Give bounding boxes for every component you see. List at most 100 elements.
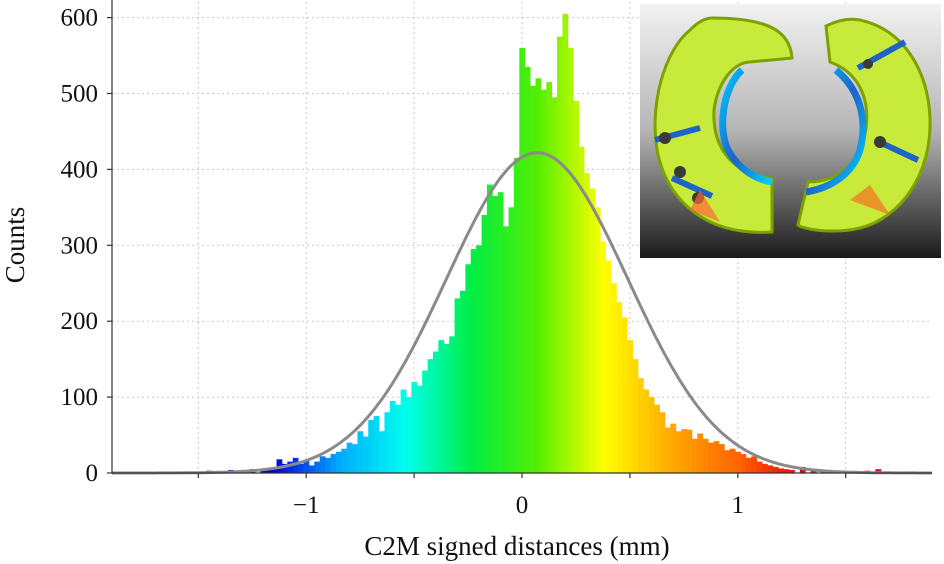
histogram-bar bbox=[600, 241, 607, 473]
histogram-bar bbox=[281, 463, 288, 473]
histogram-bar bbox=[303, 460, 310, 473]
histogram-bar bbox=[346, 442, 353, 473]
histogram-bar bbox=[767, 465, 774, 473]
histogram-bar bbox=[384, 412, 391, 473]
histogram-bar bbox=[292, 457, 299, 473]
x-tick-label: 0 bbox=[516, 492, 529, 519]
histogram-bar bbox=[740, 454, 747, 473]
histogram-bar bbox=[708, 442, 714, 473]
histogram-bar bbox=[691, 438, 698, 473]
histogram-bar bbox=[465, 264, 472, 473]
y-tick-label: 300 bbox=[61, 232, 99, 259]
histogram-bar bbox=[373, 416, 380, 473]
histogram-bar bbox=[659, 412, 666, 473]
histogram-bar bbox=[697, 433, 704, 473]
histogram-bar bbox=[675, 431, 682, 473]
histogram-bar bbox=[411, 381, 418, 473]
histogram-bar bbox=[627, 340, 633, 473]
histogram-bar bbox=[486, 184, 493, 473]
histogram-bar bbox=[416, 385, 423, 473]
histogram-bar bbox=[497, 192, 504, 473]
histogram-bar bbox=[379, 431, 385, 473]
histogram-bar bbox=[729, 448, 736, 473]
histogram-bar bbox=[325, 457, 331, 473]
histogram-bar bbox=[271, 469, 277, 473]
histogram-bar bbox=[605, 260, 612, 473]
histogram-bar bbox=[422, 370, 428, 473]
histogram-bar bbox=[557, 36, 563, 473]
histogram-bar bbox=[783, 469, 790, 473]
gaussian-fit-curve bbox=[112, 151, 932, 475]
histogram-bar bbox=[621, 317, 628, 473]
histogram-bar bbox=[551, 97, 558, 473]
histogram-bar bbox=[616, 302, 623, 473]
histogram-bar bbox=[724, 450, 731, 473]
y-tick-label: 200 bbox=[61, 308, 99, 335]
histogram-bar bbox=[648, 397, 655, 473]
histogram-bar bbox=[664, 427, 671, 473]
x-tick-label: 1 bbox=[732, 492, 745, 519]
inset-left-groove bbox=[719, 67, 773, 186]
histogram-bar bbox=[670, 423, 677, 473]
histogram-bar bbox=[632, 359, 639, 473]
histogram-bar bbox=[713, 441, 720, 473]
histogram-bar bbox=[584, 173, 590, 473]
y-tick-label: 500 bbox=[61, 80, 99, 107]
histogram-bar bbox=[540, 89, 547, 474]
histogram-bar bbox=[395, 404, 402, 473]
x-tick-label: −1 bbox=[293, 492, 320, 519]
histogram-bar bbox=[718, 444, 725, 473]
histogram-bar bbox=[357, 431, 364, 473]
histogram-bar bbox=[735, 451, 741, 473]
histogram-bar bbox=[513, 158, 520, 474]
histogram-bar bbox=[352, 444, 358, 473]
histogram-bar bbox=[389, 400, 396, 473]
histogram-bar bbox=[875, 469, 882, 473]
histogram-bar bbox=[524, 66, 531, 473]
histogram-bar bbox=[573, 101, 580, 473]
histogram-bar bbox=[459, 290, 466, 473]
histogram-bar bbox=[265, 468, 272, 473]
histogram-bar bbox=[330, 454, 337, 473]
histogram-bar bbox=[681, 428, 687, 473]
histogram-bar bbox=[589, 188, 596, 474]
y-tick-label: 400 bbox=[61, 156, 99, 183]
histogram-bar bbox=[298, 463, 304, 473]
histogram-bar bbox=[503, 226, 509, 473]
histogram-bar bbox=[454, 298, 461, 473]
histogram-bar bbox=[438, 340, 445, 473]
histogram-bar bbox=[637, 378, 644, 473]
histogram-bar bbox=[567, 47, 574, 474]
histogram-bar bbox=[508, 207, 515, 473]
histogram-bar bbox=[611, 283, 617, 473]
y-axis-title: Counts bbox=[0, 207, 30, 284]
histogram-bar bbox=[756, 461, 763, 473]
histogram-bar bbox=[319, 456, 326, 473]
histogram-bar bbox=[443, 343, 450, 473]
histogram-bar bbox=[362, 436, 369, 473]
y-tick-label: 600 bbox=[61, 5, 99, 32]
histogram-bars bbox=[195, 13, 914, 474]
histogram-bar bbox=[432, 351, 439, 473]
x-axis-title: C2M signed distances (mm) bbox=[364, 531, 669, 561]
axis-ticks: 0 100 200 300 400 500 600 −1 0 1 bbox=[61, 5, 847, 519]
histogram-bar bbox=[594, 207, 601, 473]
histogram-bar bbox=[492, 195, 499, 473]
inset-right-groove bbox=[805, 67, 867, 196]
histogram-bar bbox=[519, 47, 526, 474]
histogram-bar bbox=[702, 438, 709, 473]
inset-right-part bbox=[796, 17, 932, 233]
histogram-bar bbox=[789, 469, 795, 473]
histogram-bar bbox=[546, 82, 553, 473]
histogram-bar bbox=[400, 389, 407, 473]
histogram-bar bbox=[260, 469, 267, 473]
histogram-bar bbox=[476, 245, 482, 473]
histogram-bar bbox=[535, 78, 542, 474]
histogram-bar bbox=[368, 419, 375, 473]
histogram-bar bbox=[643, 389, 650, 473]
histogram-bar bbox=[308, 465, 315, 473]
histogram-bar bbox=[314, 461, 321, 473]
histogram-bar bbox=[562, 13, 569, 474]
histogram-bar bbox=[530, 85, 536, 473]
